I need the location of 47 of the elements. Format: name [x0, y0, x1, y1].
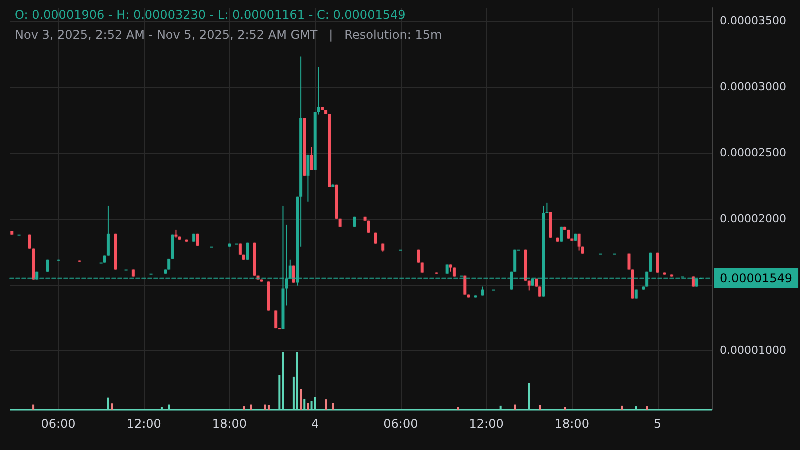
candlestick — [649, 252, 652, 272]
bar — [325, 400, 328, 410]
y-tick-label: 0.00002500 — [720, 146, 786, 160]
candlestick — [464, 275, 467, 296]
candlestick — [578, 233, 581, 252]
candlestick — [656, 252, 660, 274]
bar — [111, 404, 114, 410]
candlestick — [417, 249, 420, 264]
x-tick-label: 5 — [654, 417, 662, 431]
bar — [268, 405, 270, 410]
candlestick — [692, 276, 695, 288]
candlestick — [246, 242, 250, 260]
bar — [621, 406, 624, 410]
y-tick-label: 0.00003000 — [720, 80, 786, 94]
ref-line-label: 0.00001549 — [720, 271, 793, 286]
text: Nov 3, 2025, 2:52 AM - Nov 5, 2025, 2:52 AM GMT | Resolution: 15m — [15, 28, 442, 42]
bar — [300, 389, 302, 410]
y-tick-label: 0.00003500 — [720, 14, 786, 28]
bar — [564, 407, 566, 410]
bar — [307, 403, 310, 410]
x-tick-label: 4 — [312, 417, 320, 431]
bar — [514, 404, 516, 410]
candlestick — [560, 226, 563, 242]
bar — [243, 406, 245, 410]
bar — [646, 406, 648, 410]
candlestick — [106, 205, 110, 256]
x-tick-label: 12:00 — [126, 417, 162, 431]
x-tick-label: 18:00 — [212, 417, 248, 431]
bar — [332, 403, 334, 410]
candlestick — [514, 249, 517, 272]
y-tick-label: 0.00002000 — [720, 212, 786, 226]
bar — [539, 405, 542, 410]
candlestick — [28, 234, 32, 250]
candlestick — [546, 202, 549, 214]
bar — [250, 404, 252, 410]
x-tick-label: 06:00 — [41, 417, 76, 431]
x-tick-label: 18:00 — [554, 417, 590, 431]
candlestick — [310, 146, 314, 170]
y-tick-label: 0.00001000 — [720, 344, 786, 358]
candlestick — [306, 154, 310, 202]
x-tick-label: 06:00 — [384, 417, 418, 431]
x-tick-label: 12:00 — [469, 417, 504, 431]
bar — [32, 404, 35, 410]
bar — [264, 404, 266, 410]
chart-title: O: 0.00001906 - H: 0.00003230 - L: 0.00001161 - C: 0.00001549 — [15, 8, 406, 22]
bar — [457, 407, 460, 410]
candlestick — [628, 253, 631, 270]
